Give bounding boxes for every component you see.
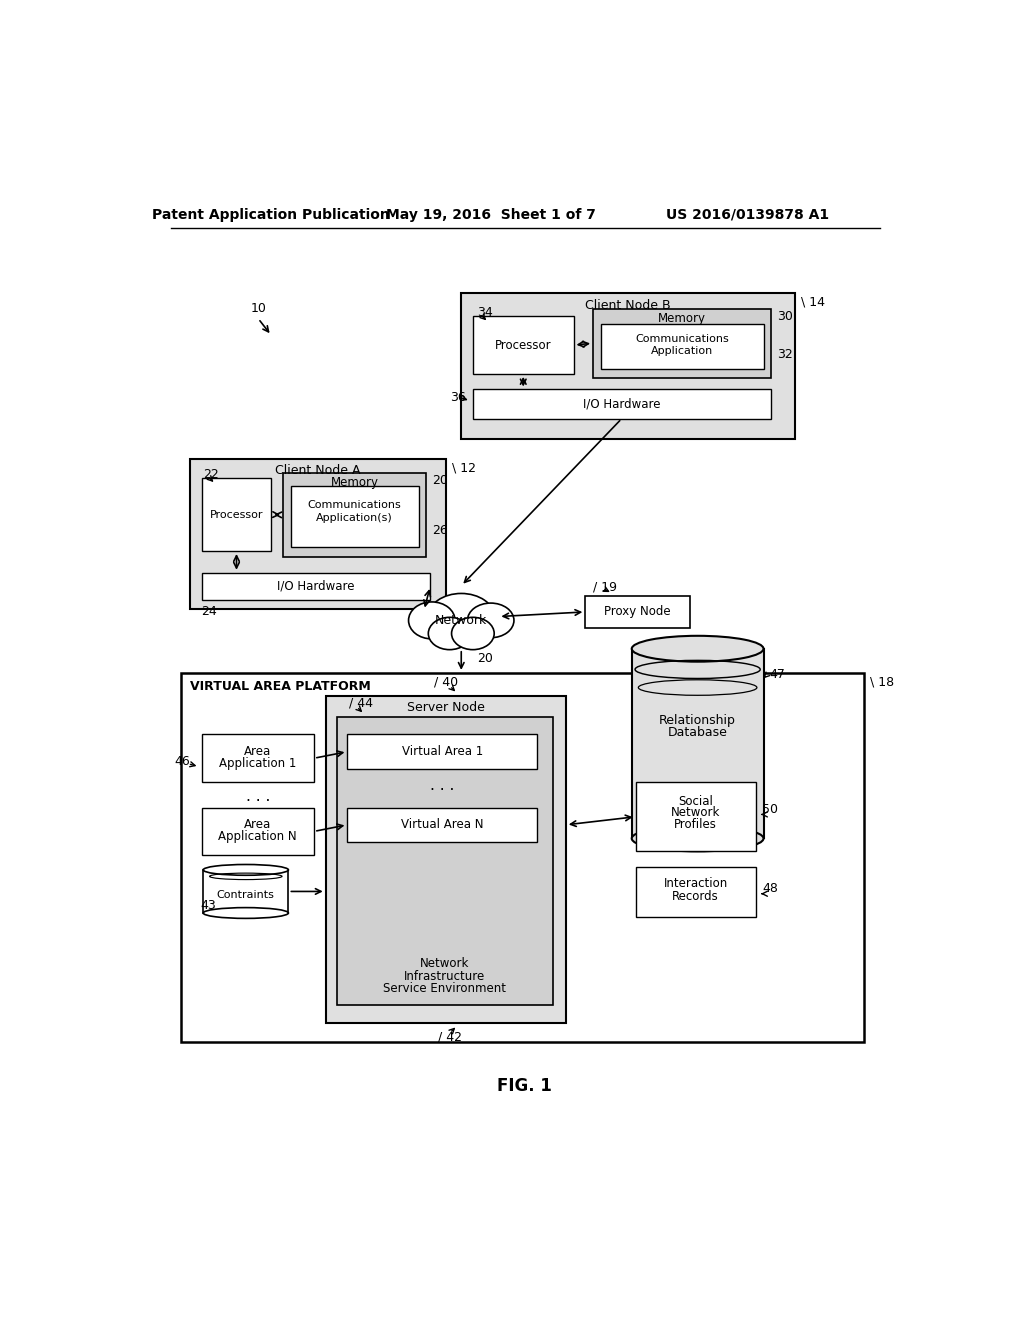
Text: FIG. 1: FIG. 1 <box>498 1077 552 1096</box>
Ellipse shape <box>203 908 289 919</box>
Text: Server Node: Server Node <box>407 701 484 714</box>
Text: Interaction: Interaction <box>664 878 728 890</box>
Text: Application(s): Application(s) <box>316 513 393 523</box>
Text: Processor: Processor <box>210 510 263 520</box>
Text: 32: 32 <box>777 348 794 362</box>
Text: Profiles: Profiles <box>674 818 717 832</box>
Text: 22: 22 <box>203 467 219 480</box>
Text: 20: 20 <box>477 652 493 665</box>
Text: Relationship: Relationship <box>659 714 736 727</box>
FancyBboxPatch shape <box>283 473 426 557</box>
Text: 50: 50 <box>762 803 778 816</box>
FancyBboxPatch shape <box>180 673 864 1043</box>
Text: \ 12: \ 12 <box>452 462 476 474</box>
FancyBboxPatch shape <box>347 734 538 770</box>
FancyBboxPatch shape <box>601 323 764 368</box>
Text: Social: Social <box>678 795 713 808</box>
FancyBboxPatch shape <box>202 573 430 599</box>
Text: Records: Records <box>673 890 719 903</box>
Text: Application: Application <box>651 346 714 356</box>
FancyBboxPatch shape <box>636 867 756 917</box>
Text: Communications: Communications <box>308 500 401 510</box>
Ellipse shape <box>452 618 495 649</box>
Text: Service Environment: Service Environment <box>383 982 507 995</box>
Text: / 42: / 42 <box>438 1031 462 1044</box>
Text: 24: 24 <box>202 605 217 618</box>
Text: Virtual Area 1: Virtual Area 1 <box>401 746 483 758</box>
Text: Client Node A: Client Node A <box>275 463 360 477</box>
FancyBboxPatch shape <box>473 389 771 418</box>
Text: / 19: / 19 <box>593 579 617 593</box>
Text: 26: 26 <box>432 524 449 537</box>
Ellipse shape <box>428 618 471 649</box>
Text: Area: Area <box>244 818 271 832</box>
Text: I/O Hardware: I/O Hardware <box>278 579 354 593</box>
Text: May 19, 2016  Sheet 1 of 7: May 19, 2016 Sheet 1 of 7 <box>386 207 596 222</box>
FancyBboxPatch shape <box>593 309 771 378</box>
Text: 36: 36 <box>450 391 465 404</box>
Text: Communications: Communications <box>635 334 729 345</box>
FancyBboxPatch shape <box>202 478 271 552</box>
Ellipse shape <box>632 636 764 661</box>
FancyBboxPatch shape <box>632 648 764 838</box>
FancyBboxPatch shape <box>337 717 553 1006</box>
Text: Processor: Processor <box>495 339 552 351</box>
FancyBboxPatch shape <box>586 595 690 628</box>
Text: Infrastructure: Infrastructure <box>404 970 485 982</box>
Text: Memory: Memory <box>331 477 379 490</box>
Text: / 40: / 40 <box>434 676 459 689</box>
Text: Application N: Application N <box>218 830 297 843</box>
Text: Proxy Node: Proxy Node <box>604 606 671 619</box>
Text: · · ·: · · · <box>246 793 270 809</box>
FancyBboxPatch shape <box>636 781 756 851</box>
Text: · · ·: · · · <box>430 783 455 799</box>
Ellipse shape <box>467 603 514 638</box>
Text: 10: 10 <box>251 302 266 315</box>
Text: Network: Network <box>435 614 487 627</box>
Text: 30: 30 <box>777 310 794 323</box>
Ellipse shape <box>203 865 289 875</box>
FancyBboxPatch shape <box>203 870 289 913</box>
Text: I/O Hardware: I/O Hardware <box>584 397 660 411</box>
Text: / 44: / 44 <box>349 696 373 709</box>
FancyBboxPatch shape <box>347 808 538 842</box>
Text: Application 1: Application 1 <box>219 758 297 770</box>
FancyBboxPatch shape <box>202 808 314 855</box>
Text: Network: Network <box>671 807 720 820</box>
Text: Client Node B: Client Node B <box>585 298 671 312</box>
Text: 46: 46 <box>174 755 190 768</box>
Text: Contraints: Contraints <box>217 890 274 900</box>
FancyBboxPatch shape <box>461 293 795 440</box>
Text: Area: Area <box>244 744 271 758</box>
Text: \ 14: \ 14 <box>801 296 824 309</box>
Text: Patent Application Publication: Patent Application Publication <box>153 207 390 222</box>
Ellipse shape <box>428 594 495 640</box>
Text: Memory: Memory <box>658 312 707 325</box>
Ellipse shape <box>632 825 764 851</box>
FancyBboxPatch shape <box>291 486 419 548</box>
Text: 48: 48 <box>762 882 778 895</box>
Text: Network: Network <box>420 957 470 970</box>
Text: Virtual Area N: Virtual Area N <box>401 818 483 832</box>
Text: US 2016/0139878 A1: US 2016/0139878 A1 <box>667 207 829 222</box>
Text: VIRTUAL AREA PLATFORM: VIRTUAL AREA PLATFORM <box>190 680 371 693</box>
FancyBboxPatch shape <box>202 734 314 781</box>
Text: 20: 20 <box>432 474 449 487</box>
Text: 47: 47 <box>770 668 785 681</box>
FancyBboxPatch shape <box>326 696 566 1023</box>
Text: 43: 43 <box>201 899 217 912</box>
FancyBboxPatch shape <box>473 317 573 374</box>
FancyBboxPatch shape <box>190 459 445 609</box>
Text: \ 18: \ 18 <box>870 676 895 689</box>
Ellipse shape <box>409 602 455 639</box>
Text: Database: Database <box>668 726 728 739</box>
Text: 34: 34 <box>477 306 493 319</box>
